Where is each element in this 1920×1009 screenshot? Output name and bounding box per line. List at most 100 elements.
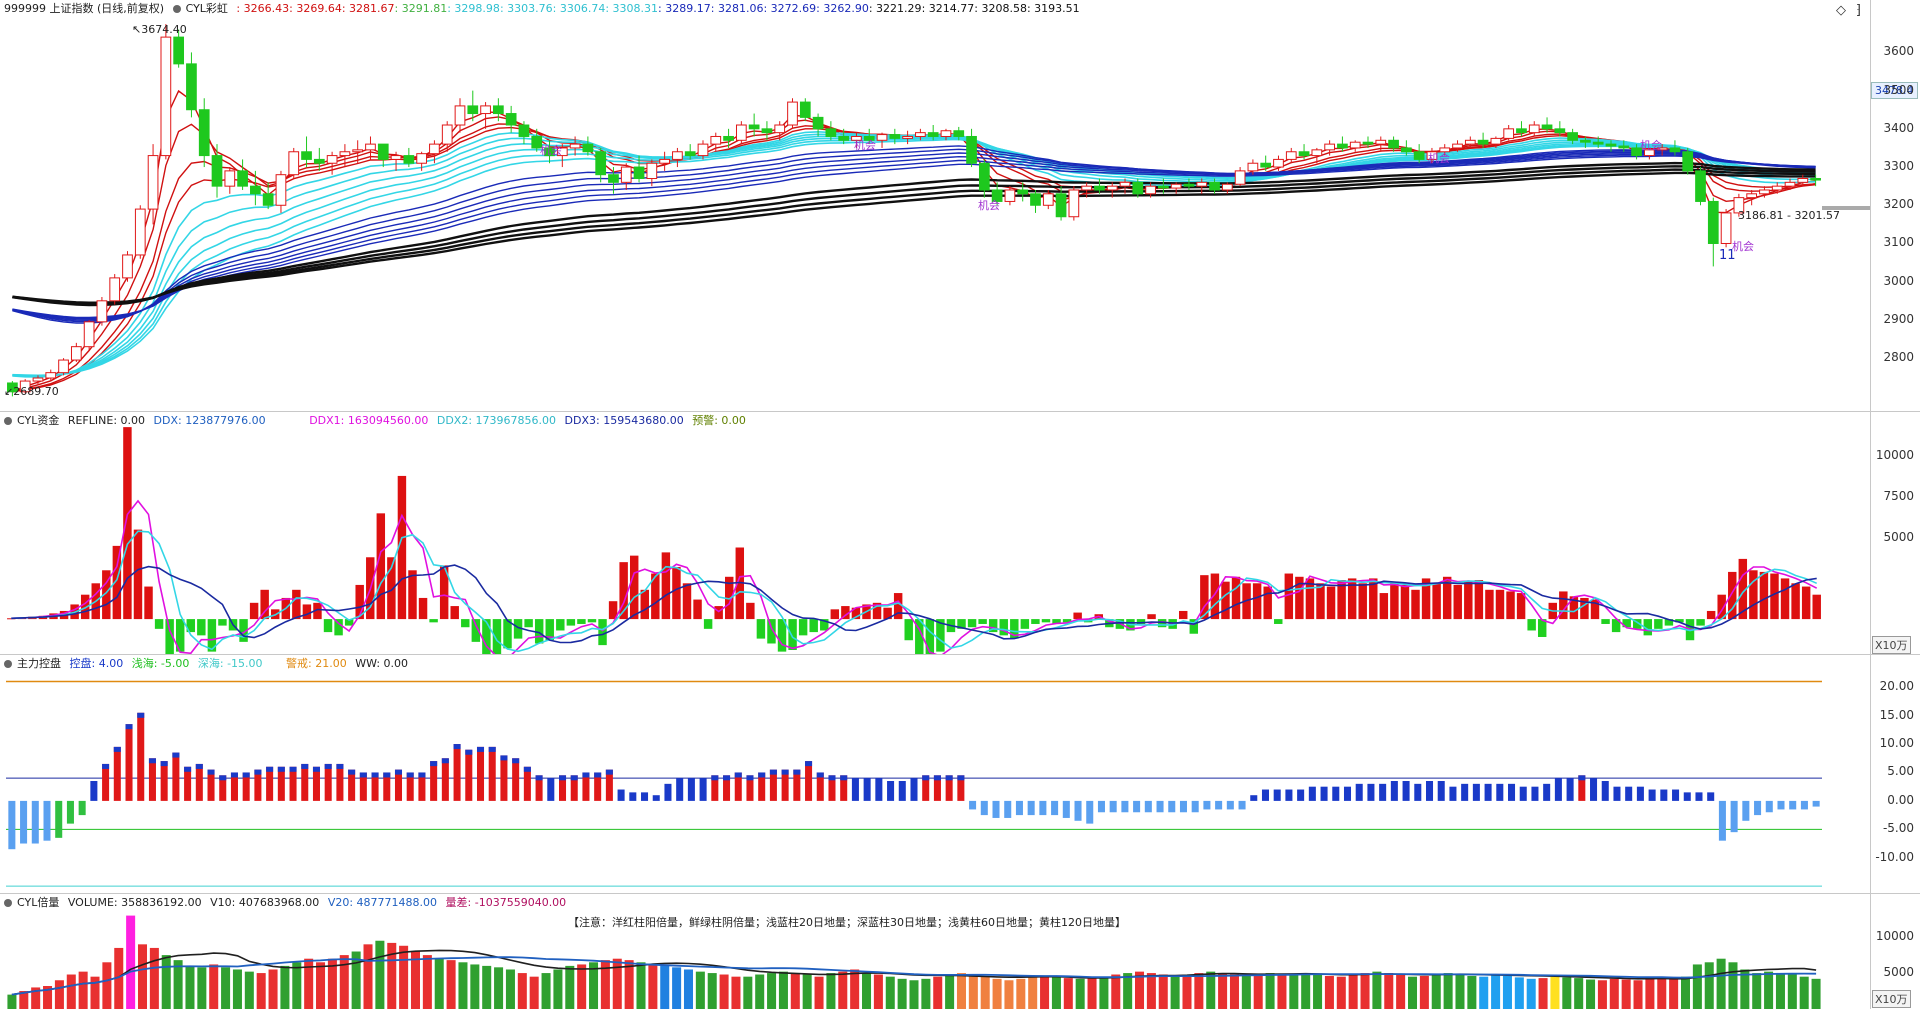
volume-bar [1111,974,1121,1009]
volume-bar [1313,974,1323,1009]
control-chart[interactable] [0,655,1870,893]
indicator-value: : 3266.43 [236,2,290,15]
control-bar-cap [254,769,262,775]
ddx-bar [1643,619,1653,636]
ddx-bar [1189,619,1199,634]
candle-body [1209,181,1220,191]
ddx-bar [756,619,766,639]
candle-body [339,151,351,157]
volume-bar [505,969,515,1009]
candle-body [32,377,44,382]
volume-bar [1158,974,1168,1009]
candle-body [633,166,645,180]
control-bar [781,769,789,801]
candle-body [825,128,837,137]
volume-bar [1253,974,1263,1009]
ddx-bar [102,570,111,620]
ddx-bar [640,589,649,620]
control-bar [523,766,531,801]
indicator-dot-icon[interactable] [4,417,12,425]
ddx-bar [967,619,977,628]
volume-bar [1004,980,1014,1009]
candle-body [1477,139,1489,145]
y-tick-label: 0.00 [1887,792,1914,807]
candle-body [774,124,786,134]
volume-bar [387,942,397,1009]
control-bar [1789,800,1797,810]
volume-bar [31,987,41,1009]
control-pane[interactable]: 主力控盘 控盘: 4.00 浅海: -5.00 深海: -15.00 警戒: 2… [0,655,1920,893]
ddx-bar [693,599,702,620]
pane-divider[interactable] [0,411,1920,412]
volume-bar [1431,974,1441,1009]
ddx-bar [1010,619,1019,639]
candle-body [1682,151,1694,172]
control-bar [348,769,356,801]
candle-body [1004,189,1016,202]
alert-value: 警戒: 21.00 [286,657,347,670]
control-bar [324,763,332,801]
candle-body [288,151,300,176]
candle-body [198,109,210,157]
ddx-bar [387,557,396,620]
ddx-header: CYL资金 REFLINE: 0.00 DDX: 123877976.00 DD… [4,414,751,428]
ddx-bar [313,602,322,620]
volume-bar [517,973,527,1009]
count-label: 11 [1719,248,1736,263]
volume-bar [1526,978,1536,1009]
volume-bar [695,971,705,1009]
ddx-pane[interactable]: CYL资金 REFLINE: 0.00 DDX: 123877976.00 DD… [0,412,1920,654]
candle-body [262,193,274,206]
control-bar [1812,800,1820,807]
ddx-bar [841,606,850,620]
candle-body [1541,124,1553,130]
moving-average-line [12,155,1816,319]
moving-average-line [12,153,1816,320]
control-bar-cap [488,746,496,752]
ddx-bar [197,619,206,636]
volume-bar [1241,975,1251,1009]
candle-body [748,124,760,130]
candle-body [416,153,427,164]
candle-body [851,135,862,141]
volume-bar [731,976,741,1009]
ddx-bar [682,583,692,620]
control-bar-cap [594,772,602,778]
control-bar-cap [430,761,438,767]
ddx-chart[interactable] [0,412,1870,654]
pane-divider[interactable] [0,893,1920,894]
candle-body [1042,193,1054,206]
price-chart[interactable] [0,0,1870,411]
candle-body [1068,189,1080,218]
volume-chart[interactable] [0,894,1870,1009]
indicator-dot-icon[interactable] [4,660,12,668]
diamond-icon[interactable]: ◇ [1836,3,1846,18]
control-bar [641,792,649,801]
control-bar [1039,800,1047,816]
volume-bar [209,964,219,1009]
ddx-bar [893,593,903,620]
volume-bar [1491,974,1501,1009]
control-bar [207,769,215,801]
control-bar [78,800,86,816]
control-bar [559,775,567,801]
bracket-icon[interactable]: ⁆ [1856,3,1862,18]
y-tick-label: 3000 [1883,273,1914,288]
main-price-pane[interactable]: 999999 上证指数 (日线,前复权) CYL彩虹 : 3266.43: 32… [0,0,1920,411]
y-tick-label: -10.00 [1875,849,1914,864]
ddx-bar [1358,583,1367,620]
volume-bar [1384,973,1394,1009]
control-bar-cap [125,724,133,730]
pane-divider[interactable] [0,654,1920,655]
volume-bar [102,962,112,1009]
ddx-bar [186,619,195,633]
control-bar-cap [605,769,613,775]
ddx-bar [1136,619,1146,624]
ddx-bar [1622,619,1631,628]
indicator-dot-icon[interactable] [4,899,12,907]
control-bar [1179,800,1187,813]
control-bar-cap [828,775,836,781]
ww-value: WW: 0.00 [355,657,409,670]
indicator-dot-icon[interactable] [172,5,181,13]
volume-pane[interactable]: CYL倍量 VOLUME: 358836192.00 V10: 40768396… [0,894,1920,1009]
